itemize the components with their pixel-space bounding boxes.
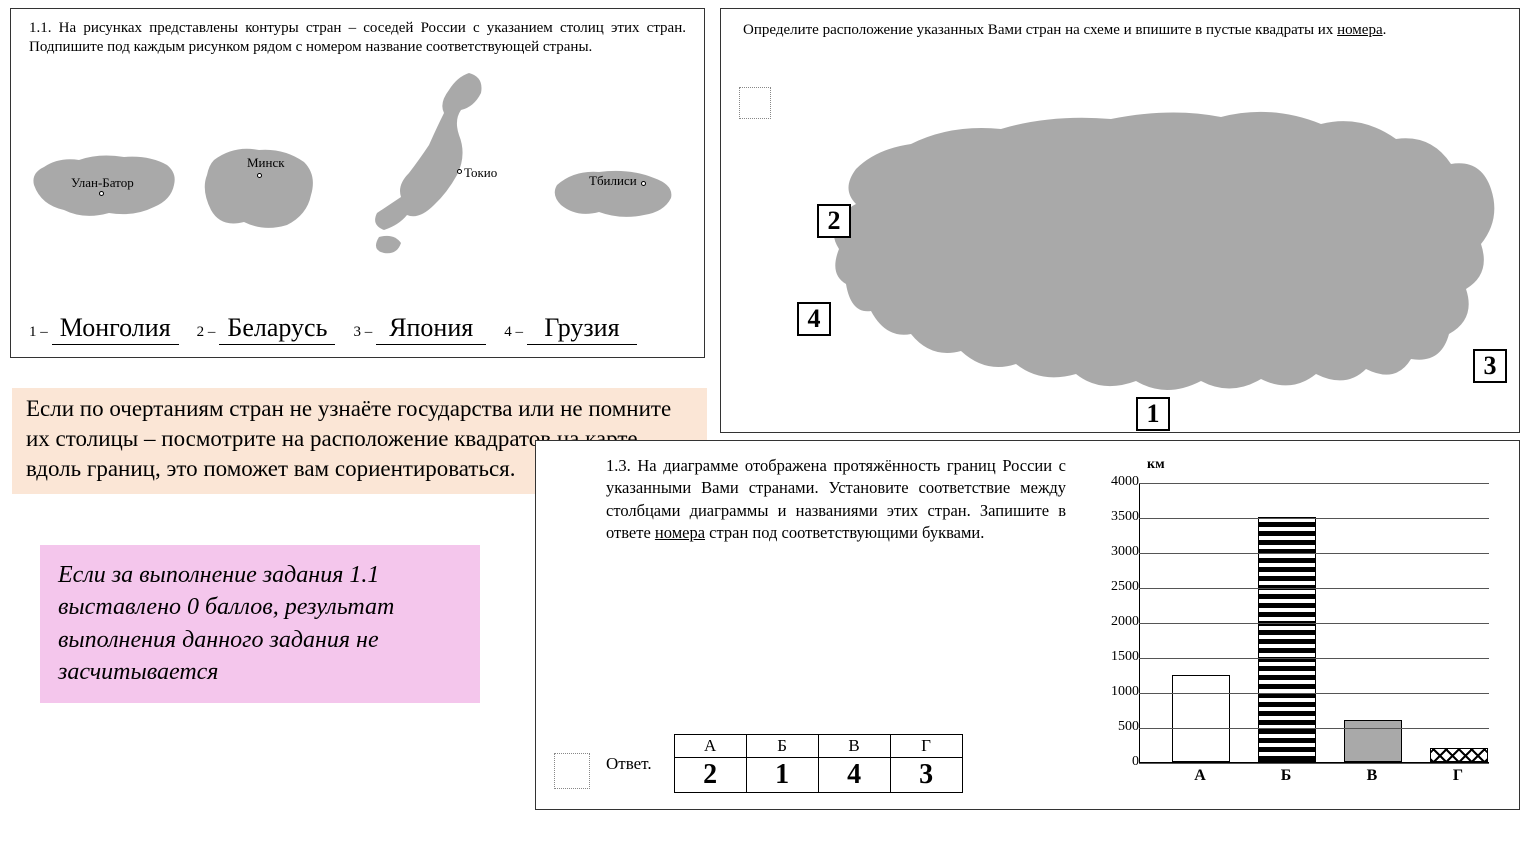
y-tick-label: 3000 xyxy=(1097,544,1139,560)
answer-1-3-wrap: Ответ. А Б В Г 2 1 4 3 xyxy=(606,734,963,793)
y-tick-label: 4000 xyxy=(1097,474,1139,490)
grid-line xyxy=(1139,763,1489,764)
ans-name-4: Грузия xyxy=(527,313,637,345)
task-1-1-prompt: 1.1. На рисунках представлены контуры ст… xyxy=(29,19,686,57)
ans-num-4: 4 – xyxy=(504,324,523,341)
ans-num-1: 1 – xyxy=(29,324,48,341)
ans-num-2: 2 – xyxy=(197,324,216,341)
ans-name-2: Беларусь xyxy=(219,313,335,345)
bar-А xyxy=(1172,675,1230,763)
p12-text-b: . xyxy=(1383,22,1387,38)
capital-dot xyxy=(99,191,104,196)
ans-val-A: 2 xyxy=(674,758,746,793)
y-tick-label: 1000 xyxy=(1097,684,1139,700)
capital-ulanbator: Улан-Батор xyxy=(71,175,134,191)
grid-line xyxy=(1139,693,1489,694)
y-tick-label: 2000 xyxy=(1097,614,1139,630)
capital-tokyo: Токио xyxy=(464,165,497,181)
p13-text-b: стран под соответствующими буквами. xyxy=(705,523,984,542)
grid-line xyxy=(1139,553,1489,554)
capital-dot xyxy=(457,169,462,174)
task-1-2-prompt: Определите расположение указанных Вами с… xyxy=(743,21,1497,41)
ans-val-V: 4 xyxy=(818,758,890,793)
p12-text-u: номера xyxy=(1337,22,1383,38)
capital-dot xyxy=(641,181,646,186)
ans-name-1: Монголия xyxy=(52,313,179,345)
border-length-chart: км 0 500 1000 1500 2000 2500 3000 3500 4000 А Б В Г xyxy=(1089,455,1499,795)
grid-line xyxy=(1139,518,1489,519)
panel-1-3: 1.3. На диаграмме отображена протяжённос… xyxy=(535,440,1520,810)
capital-tbilisi: Тбилиси xyxy=(589,173,637,189)
russia-map-icon xyxy=(801,89,1501,409)
x-label-Б: Б xyxy=(1257,767,1315,785)
task-1-3-prompt: 1.3. На диаграмме отображена протяжённос… xyxy=(606,455,1066,544)
answer-table: А Б В Г 2 1 4 3 xyxy=(674,734,963,793)
panel-1-1: 1.1. На рисунках представлены контуры ст… xyxy=(10,8,705,358)
hint-pink: Если за выполнение задания 1.1 выставлен… xyxy=(40,545,480,703)
empty-answer-box-top[interactable] xyxy=(739,87,771,119)
map-box-3: 3 xyxy=(1473,349,1507,383)
y-tick-label: 3500 xyxy=(1097,509,1139,525)
map-box-2: 2 xyxy=(817,204,851,238)
grid-line xyxy=(1139,728,1489,729)
map-box-1: 1 xyxy=(1136,397,1170,431)
ans-val-G: 3 xyxy=(890,758,962,793)
ans-hdr-A: А xyxy=(674,735,746,758)
ans-hdr-B: Б xyxy=(746,735,818,758)
x-label-А: А xyxy=(1171,767,1229,785)
ans-hdr-G: Г xyxy=(890,735,962,758)
ans-hdr-V: В xyxy=(818,735,890,758)
x-label-В: В xyxy=(1343,767,1401,785)
grid-line xyxy=(1139,483,1489,484)
panel-1-2: Определите расположение указанных Вами с… xyxy=(720,8,1520,433)
grid-line xyxy=(1139,588,1489,589)
answer-label: Ответ. xyxy=(606,754,652,774)
capital-dot xyxy=(257,173,262,178)
grid-line xyxy=(1139,658,1489,659)
bar-Г xyxy=(1430,748,1488,762)
y-axis-label: км xyxy=(1147,457,1165,473)
ans-num-3: 3 – xyxy=(353,324,372,341)
grid-line xyxy=(1139,623,1489,624)
answers-1-1: 1 –Монголия 2 –Беларусь 3 –Япония 4 –Гру… xyxy=(29,313,655,345)
shape-georgia xyxy=(549,160,679,225)
y-tick-label: 0 xyxy=(1097,754,1139,770)
y-tick-label: 500 xyxy=(1097,719,1139,735)
bar-В xyxy=(1344,720,1402,762)
ans-val-B: 1 xyxy=(746,758,818,793)
map-box-4: 4 xyxy=(797,302,831,336)
y-tick-label: 1500 xyxy=(1097,649,1139,665)
x-label-Г: Г xyxy=(1429,767,1487,785)
ans-name-3: Япония xyxy=(376,313,486,345)
capital-minsk: Минск xyxy=(247,155,285,171)
p13-text-u: номера xyxy=(655,523,705,542)
p12-text-a: Определите расположение указанных Вами с… xyxy=(743,22,1337,38)
y-tick-label: 2500 xyxy=(1097,579,1139,595)
country-shapes-row: Улан-Батор Минск Токио Тбилиси xyxy=(29,65,686,275)
empty-answer-box-13[interactable] xyxy=(554,753,590,789)
